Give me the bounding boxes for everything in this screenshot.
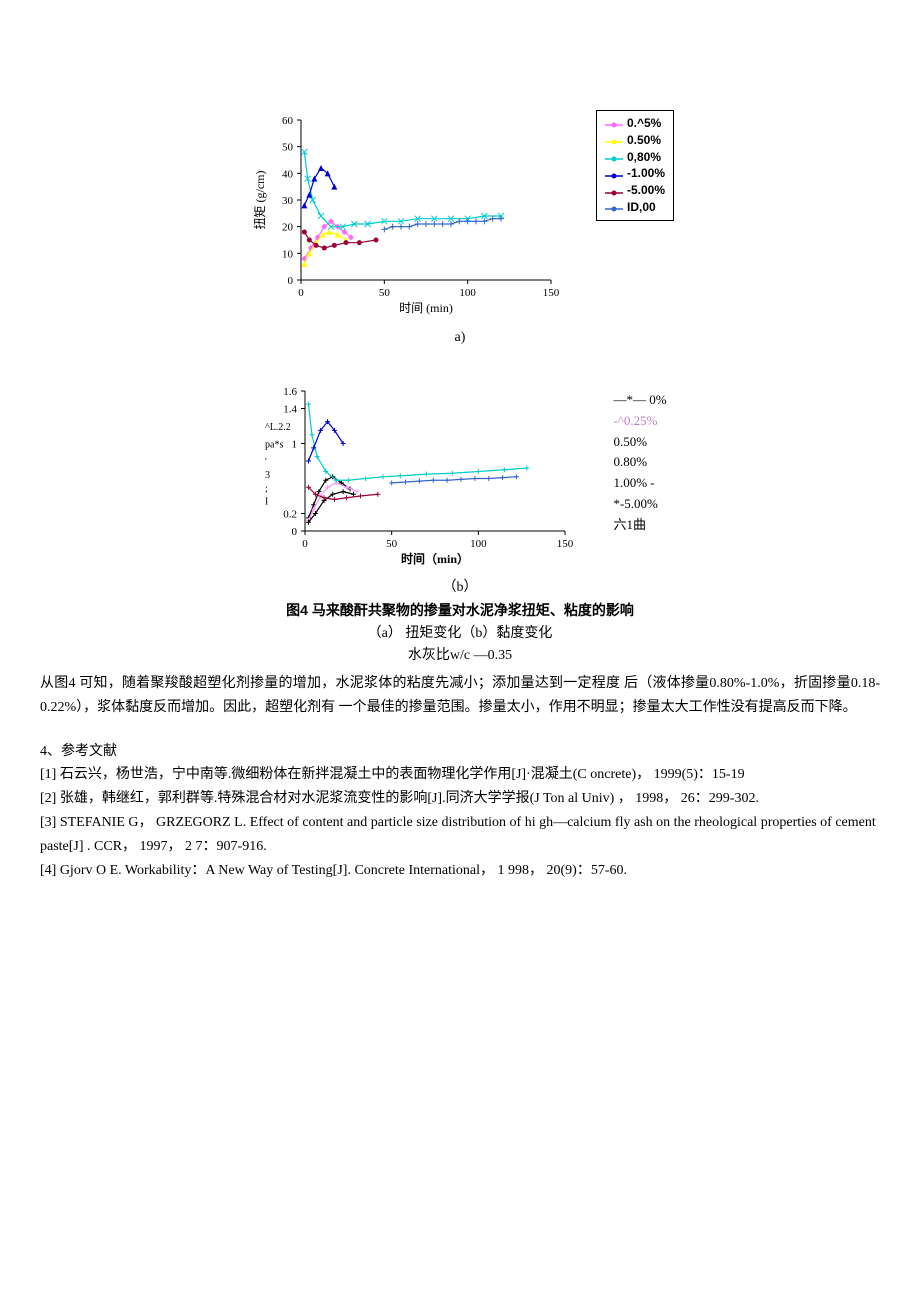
svg-text:1: 1 [292, 439, 298, 451]
body-paragraph: 从图4 可知，随着聚羧酸超塑化剂掺量的增加，水泥浆体的粘度先减小；添加量达到一定… [40, 672, 880, 720]
ref-item: [2] 张雄，韩继红，郭利群等.特殊混合材对水泥浆流变性的影响[J].同济大学学… [40, 787, 880, 811]
legend-item: ID,00 [605, 199, 665, 216]
legend-item: -^0.25% [613, 411, 666, 432]
svg-text:1.6: 1.6 [284, 386, 298, 398]
svg-text:20: 20 [282, 222, 294, 234]
figure-sub2: 水灰比w/c —0.35 [40, 644, 880, 664]
caption-a: a) [40, 330, 880, 346]
svg-text:50: 50 [282, 142, 294, 154]
svg-text:扭矩 (g/cm): 扭矩 (g/cm) [253, 171, 267, 230]
legend-item: 0.80% [613, 452, 666, 473]
svg-text:30: 30 [282, 195, 294, 207]
legend-item: 六1曲 [613, 515, 666, 536]
svg-text:10: 10 [282, 248, 294, 260]
chart-b-legend: —*— 0%-^0.25%0.50%0.80%1.00% -*-5.00%六1曲 [605, 386, 674, 540]
chart-a-wrapper: 0102030405060050100150时间 (min)扭矩 (g/cm) … [40, 100, 880, 320]
svg-text:;: ; [265, 483, 268, 494]
legend-item: *-5.00% [613, 494, 666, 515]
svg-text:0: 0 [298, 287, 304, 299]
ref-item: [3] STEFANIE G， GRZEGORZ L. Effect of co… [40, 811, 880, 859]
references-section: 4、参考文献 [1] 石云兴，杨世浩，宁中南等.微细粉体在新拌混凝土中的表面物理… [40, 740, 880, 883]
figure-title: 图4 马来酸酐共聚物的掺量对水泥净浆扭矩、粘度的影响 [40, 600, 880, 620]
svg-text:150: 150 [543, 287, 560, 299]
svg-text:50: 50 [379, 287, 391, 299]
refs-heading: 4、参考文献 [40, 740, 880, 764]
chart-a-svg: 0 10 20 30 40 50 60 0 50 100 150 时间 (min) 扭矩 (g/cm) [246, 100, 596, 320]
legend-item: -1.00% [605, 165, 665, 182]
svg-text:I: I [265, 496, 268, 507]
svg-text:150: 150 [557, 538, 574, 550]
ref-item: [4] Gjorv O E. Workability：A New Way of … [40, 859, 880, 883]
svg-text:pa*s: pa*s [265, 440, 283, 451]
svg-text:': ' [265, 457, 267, 468]
svg-text:时间 (min): 时间 (min) [399, 301, 453, 315]
figure-sub1: （a） 扭矩变化（b）黏度变化 [40, 622, 880, 642]
svg-text:100: 100 [459, 287, 476, 299]
caption-b: （b） [40, 576, 880, 596]
chart-a-box: 0102030405060050100150时间 (min)扭矩 (g/cm) … [246, 100, 674, 320]
svg-text:100: 100 [471, 538, 488, 550]
svg-text:0: 0 [303, 538, 309, 550]
legend-item: —*— 0% [613, 390, 666, 411]
svg-text:3: 3 [265, 470, 270, 481]
legend-item: 0.50% [613, 432, 666, 453]
chart-a-legend: 0.^5%0.50%0,80%-1.00%-5.00%ID,00 [596, 110, 674, 221]
legend-item: 1.00% - [613, 473, 666, 494]
svg-text:60: 60 [282, 115, 294, 127]
chart-b-wrapper: 0 0.2 1 1.4 1.6 ^L.2.2 pa*s ' 3; I 0 50 100 150 时间（min… [40, 366, 880, 566]
legend-item: 0.50% [605, 132, 665, 149]
svg-text:40: 40 [282, 168, 294, 180]
ref-item: [1] 石云兴，杨世浩，宁中南等.微细粉体在新拌混凝土中的表面物理化学作用[J]… [40, 763, 880, 787]
legend-item: 0,80% [605, 149, 665, 166]
svg-text:0: 0 [287, 275, 293, 287]
svg-text:^L.2.2: ^L.2.2 [265, 422, 291, 433]
legend-item: 0.^5% [605, 115, 665, 132]
chart-b-svg: 0 0.2 1 1.4 1.6 ^L.2.2 pa*s ' 3; I 0 50 100 150 时间（min… [245, 366, 605, 566]
svg-text:0: 0 [292, 526, 298, 538]
svg-text:时间（min）: 时间（min） [401, 551, 469, 566]
svg-text:0.2: 0.2 [284, 509, 298, 521]
svg-text:1.4: 1.4 [284, 404, 298, 416]
legend-item: -5.00% [605, 182, 665, 199]
svg-text:50: 50 [387, 538, 399, 550]
chart-b-box: 0 0.2 1 1.4 1.6 ^L.2.2 pa*s ' 3; I 0 50 100 150 时间（min… [245, 366, 674, 566]
